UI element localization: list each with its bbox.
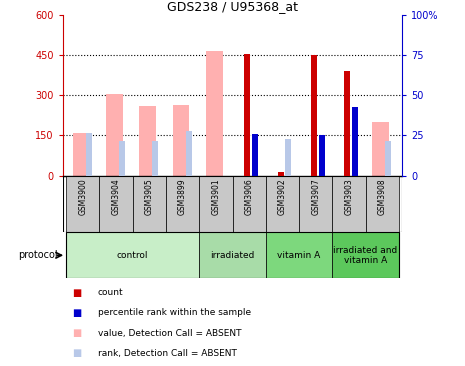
Text: ■: ■ — [72, 308, 81, 318]
Bar — [232, 176, 266, 232]
Bar — [186, 131, 192, 176]
Bar — [319, 135, 325, 176]
Bar — [266, 176, 299, 232]
Text: GSM3905: GSM3905 — [145, 179, 154, 215]
Bar — [119, 141, 125, 176]
Text: vitamin A: vitamin A — [278, 251, 321, 260]
Text: GSM3902: GSM3902 — [278, 179, 287, 215]
Title: GDS238 / U95368_at: GDS238 / U95368_at — [167, 0, 298, 14]
Text: ■: ■ — [72, 328, 81, 338]
Bar — [245, 53, 251, 176]
Text: GSM3901: GSM3901 — [212, 179, 220, 215]
Text: ■: ■ — [72, 288, 81, 298]
Bar — [319, 135, 325, 176]
Text: ■: ■ — [72, 348, 81, 358]
Bar — [166, 176, 199, 232]
Text: irradiated and
vitamin A: irradiated and vitamin A — [333, 246, 398, 265]
Text: protocol: protocol — [19, 250, 58, 260]
Bar — [332, 176, 365, 232]
Bar — [372, 122, 389, 176]
Bar — [365, 176, 399, 232]
Text: GSM3899: GSM3899 — [178, 179, 187, 215]
Bar — [153, 141, 158, 176]
Text: irradiated: irradiated — [210, 251, 255, 260]
Text: GSM3900: GSM3900 — [78, 179, 87, 215]
Bar — [266, 232, 332, 278]
Bar — [100, 176, 133, 232]
Bar — [106, 94, 123, 176]
Bar — [278, 172, 284, 176]
Bar — [66, 232, 199, 278]
Text: GSM3907: GSM3907 — [311, 179, 320, 215]
Bar — [252, 134, 258, 176]
Bar — [385, 141, 391, 176]
Text: GSM3908: GSM3908 — [378, 179, 387, 215]
Bar — [286, 139, 292, 176]
Bar — [352, 107, 358, 176]
Text: GSM3906: GSM3906 — [245, 179, 253, 215]
Text: value, Detection Call = ABSENT: value, Detection Call = ABSENT — [98, 329, 241, 337]
Text: count: count — [98, 288, 123, 297]
Text: rank, Detection Call = ABSENT: rank, Detection Call = ABSENT — [98, 349, 237, 358]
Bar — [140, 106, 156, 176]
Bar — [66, 176, 100, 232]
Text: GSM3903: GSM3903 — [345, 179, 353, 215]
Bar — [199, 232, 266, 278]
Bar — [332, 232, 399, 278]
Bar — [252, 134, 258, 176]
Text: percentile rank within the sample: percentile rank within the sample — [98, 309, 251, 317]
Bar — [311, 55, 317, 176]
Bar — [73, 133, 89, 176]
Bar — [344, 71, 350, 176]
Bar — [173, 105, 189, 176]
Text: control: control — [117, 251, 148, 260]
Text: GSM3904: GSM3904 — [112, 179, 120, 215]
Bar — [299, 176, 332, 232]
Bar — [86, 133, 92, 176]
Bar — [199, 176, 232, 232]
Bar — [133, 176, 166, 232]
Bar — [206, 51, 223, 176]
